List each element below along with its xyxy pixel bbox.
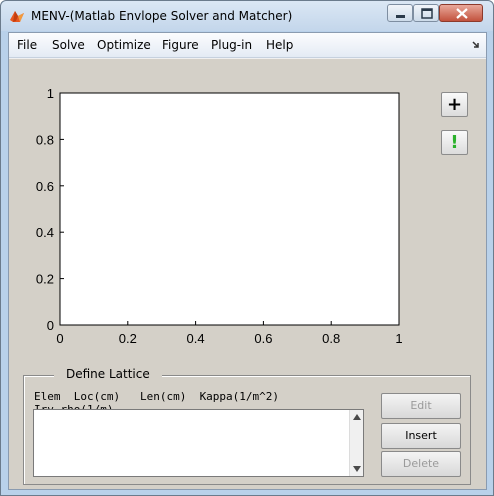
y-tick-label: 0.8 <box>36 132 54 147</box>
scroll-down-arrow-icon[interactable] <box>352 465 362 473</box>
edit-button[interactable]: Edit <box>381 393 461 419</box>
menu-overflow-arrow-icon[interactable] <box>471 40 481 50</box>
x-tick-label: 0.2 <box>119 331 137 346</box>
x-tick-label: 0.8 <box>322 331 340 346</box>
title-bar[interactable]: MENV-(Matlab Envlope Solver and Matcher) <box>1 1 493 31</box>
lattice-panel-title: Define Lattice <box>54 367 162 381</box>
window-title: MENV-(Matlab Envlope Solver and Matcher) <box>31 9 293 23</box>
insert-button[interactable]: Insert <box>381 423 461 449</box>
matlab-logo-icon <box>10 11 24 22</box>
delete-button[interactable]: Delete <box>381 451 461 477</box>
y-tick-label: 0.6 <box>36 179 54 194</box>
y-tick-label: 1 <box>47 86 54 101</box>
plot-area[interactable] <box>59 92 400 326</box>
alert-button[interactable]: ! <box>441 130 468 155</box>
menu-help[interactable]: Help <box>266 38 294 52</box>
x-tick-label: 0 <box>56 331 63 346</box>
y-tick-label: 0 <box>47 318 54 333</box>
add-plot-button[interactable]: + <box>441 92 468 117</box>
close-icon <box>456 8 468 19</box>
menu-figure[interactable]: Figure <box>162 38 199 52</box>
y-tick-label: 0.4 <box>36 225 54 240</box>
menu-optimize[interactable]: Optimize <box>97 38 151 52</box>
lattice-list-scrollbar[interactable] <box>349 410 363 476</box>
menu-solve[interactable]: Solve <box>52 38 85 52</box>
define-lattice-panel: Define Lattice Elem Loc(cm) Len(cm) Kapp… <box>23 367 471 485</box>
lattice-column-header-partial: Irv_rho(1/m) <box>34 403 354 409</box>
menu-bar: File Solve Optimize Figure Plug-in Help <box>9 33 486 58</box>
x-tick-label: 0.6 <box>254 331 272 346</box>
lattice-element-list[interactable] <box>33 409 364 477</box>
menu-file[interactable]: File <box>17 38 38 52</box>
lattice-column-header: Elem Loc(cm) Len(cm) Kappa(1/m^2) <box>34 390 280 403</box>
x-tick-label: 1 <box>395 331 402 346</box>
client-area: File Solve Optimize Figure Plug-in Help … <box>8 32 487 490</box>
close-button[interactable] <box>439 4 483 22</box>
y-tick-label: 0.2 <box>36 272 54 287</box>
figure-area: 0 0.2 0.4 0.6 0.8 1 0 0.2 0.4 0.6 0.8 1 + ! Define… <box>9 59 486 489</box>
minimize-button[interactable] <box>387 4 413 22</box>
x-tick-label: 0.4 <box>187 331 205 346</box>
scroll-up-arrow-icon[interactable] <box>352 413 362 421</box>
plot-axes: 0 0.2 0.4 0.6 0.8 1 0 0.2 0.4 0.6 0.8 1 <box>36 86 403 346</box>
maximize-button[interactable] <box>413 4 439 22</box>
maximize-icon <box>421 8 433 19</box>
menu-plugin[interactable]: Plug-in <box>211 38 253 52</box>
minimize-icon <box>396 15 405 18</box>
